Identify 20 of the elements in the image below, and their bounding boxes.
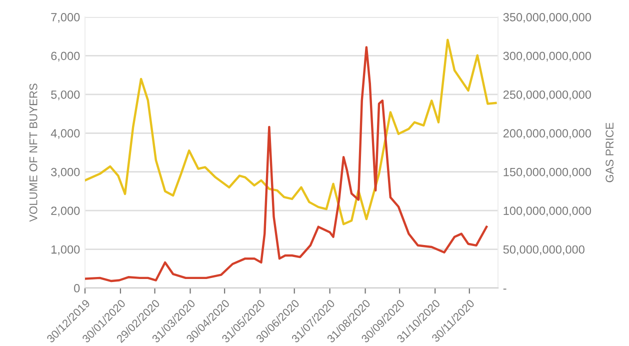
y2-tick-label: 300,000,000,000 <box>503 52 592 62</box>
y2-tick-label: 50,000,000,000 <box>503 245 584 256</box>
y2-tick-label: 250,000,000,000 <box>503 90 592 100</box>
line-series <box>85 38 497 226</box>
y-tick-label: 1,000 <box>52 245 80 256</box>
y2-tick-label: 150,000,000,000 <box>504 168 592 178</box>
y2-tick-label: 100,000,000,000 <box>504 206 592 216</box>
y-tick-label: 0 <box>74 284 80 292</box>
y-tick-label: 4,000 <box>50 129 80 139</box>
y-tick-label: 3,000 <box>51 168 80 178</box>
y2-axis-title: GAS PRICE <box>606 122 614 182</box>
line-series <box>85 46 488 282</box>
y-tick-label: 7,000 <box>51 13 80 23</box>
y2-tick-label: 350,000,000,000 <box>503 13 592 23</box>
y-axis-title: VOLUME OF NFT BUYERS <box>29 84 38 222</box>
y-tick-label: 6,000 <box>51 52 80 62</box>
y2-tick-label: 200,000,000,000 <box>503 129 592 139</box>
y-tick-label: 5,000 <box>51 90 80 100</box>
y2-tick-label: - <box>503 288 506 290</box>
y-tick-label: 2,000 <box>51 206 80 216</box>
